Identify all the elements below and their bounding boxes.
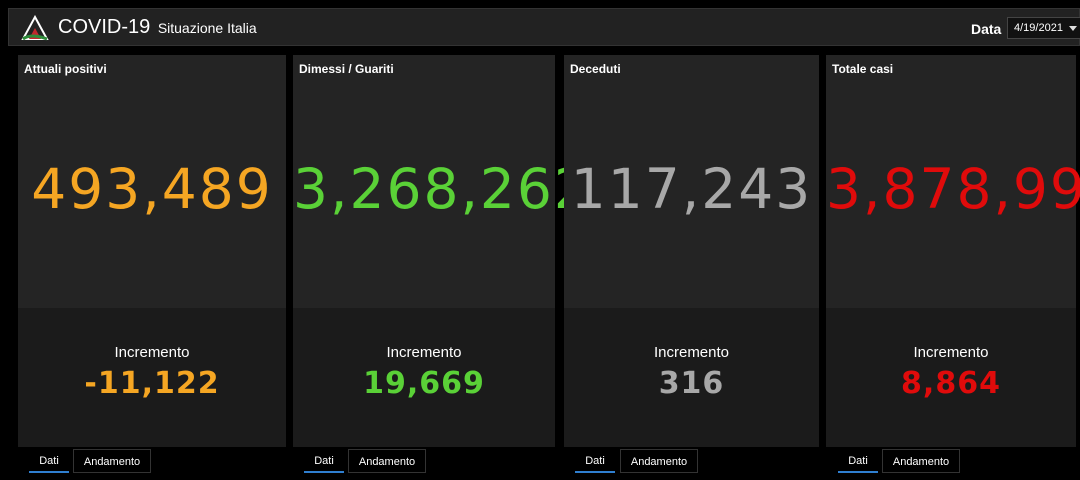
increment-value: -11,122 [84, 366, 220, 401]
card-value: 117,243 [570, 157, 813, 221]
app-title-text: COVID-19 [58, 16, 151, 38]
app-subtitle: Situazione Italia [157, 20, 257, 36]
increment-label: Incremento [114, 344, 190, 361]
date-select[interactable]: 4/19/2021 [1007, 17, 1080, 39]
tab-andamento-2[interactable]: Andamento [348, 449, 426, 473]
increment-label: Incremento [386, 344, 462, 361]
card-increment: Incremento -11,122 [18, 308, 286, 447]
card-increment: Incremento 19,669 [293, 308, 555, 447]
tab-andamento-4[interactable]: Andamento [882, 449, 960, 473]
card-top: Attuali positivi 493,489 [18, 55, 286, 308]
card-deceduti: Deceduti 117,243 Incremento 316 [564, 55, 819, 447]
card-increment: Incremento 316 [564, 308, 819, 447]
dashboard-header: COVID-19 Situazione Italia Data 4/19/202… [8, 8, 1080, 46]
tab-andamento-3[interactable]: Andamento [620, 449, 698, 473]
date-select-value: 4/19/2021 [1014, 22, 1063, 34]
chevron-down-icon [1069, 26, 1077, 31]
increment-value: 8,864 [901, 366, 1001, 401]
increment-value: 316 [658, 366, 725, 401]
card-totale-casi: Totale casi 3,878,994 Incremento 8,864 [826, 55, 1080, 447]
increment-label: Incremento [913, 344, 989, 361]
card-title: Totale casi [832, 62, 894, 76]
date-label: Data [971, 21, 1002, 37]
tab-dati-1[interactable]: Dati [29, 449, 69, 473]
card-title: Deceduti [570, 62, 621, 76]
card-value: 493,489 [31, 157, 273, 221]
card-value: 3,268,262 [293, 157, 591, 221]
tab-dati-4[interactable]: Dati [838, 449, 878, 473]
card-value: 3,878,994 [826, 157, 1080, 221]
card-increment: Incremento 8,864 [826, 308, 1076, 447]
app-title: COVID-19 Situazione Italia [58, 16, 257, 39]
tab-andamento-1[interactable]: Andamento [73, 449, 151, 473]
card-top: Totale casi 3,878,994 [826, 55, 1080, 308]
card-title: Attuali positivi [24, 62, 107, 76]
card-dimessi-guariti: Dimessi / Guariti 3,268,262 Incremento 1… [293, 55, 591, 447]
card-top: Deceduti 117,243 [564, 55, 819, 308]
card-top: Dimessi / Guariti 3,268,262 [293, 55, 591, 308]
card-attuali-positivi: Attuali positivi 493,489 Incremento -11,… [18, 55, 286, 447]
italy-logo-icon [21, 15, 49, 41]
increment-label: Incremento [653, 344, 730, 361]
tab-dati-2[interactable]: Dati [304, 449, 344, 473]
increment-value: 19,669 [363, 366, 485, 401]
card-title: Dimessi / Guariti [299, 62, 394, 76]
tab-dati-3[interactable]: Dati [575, 449, 615, 473]
